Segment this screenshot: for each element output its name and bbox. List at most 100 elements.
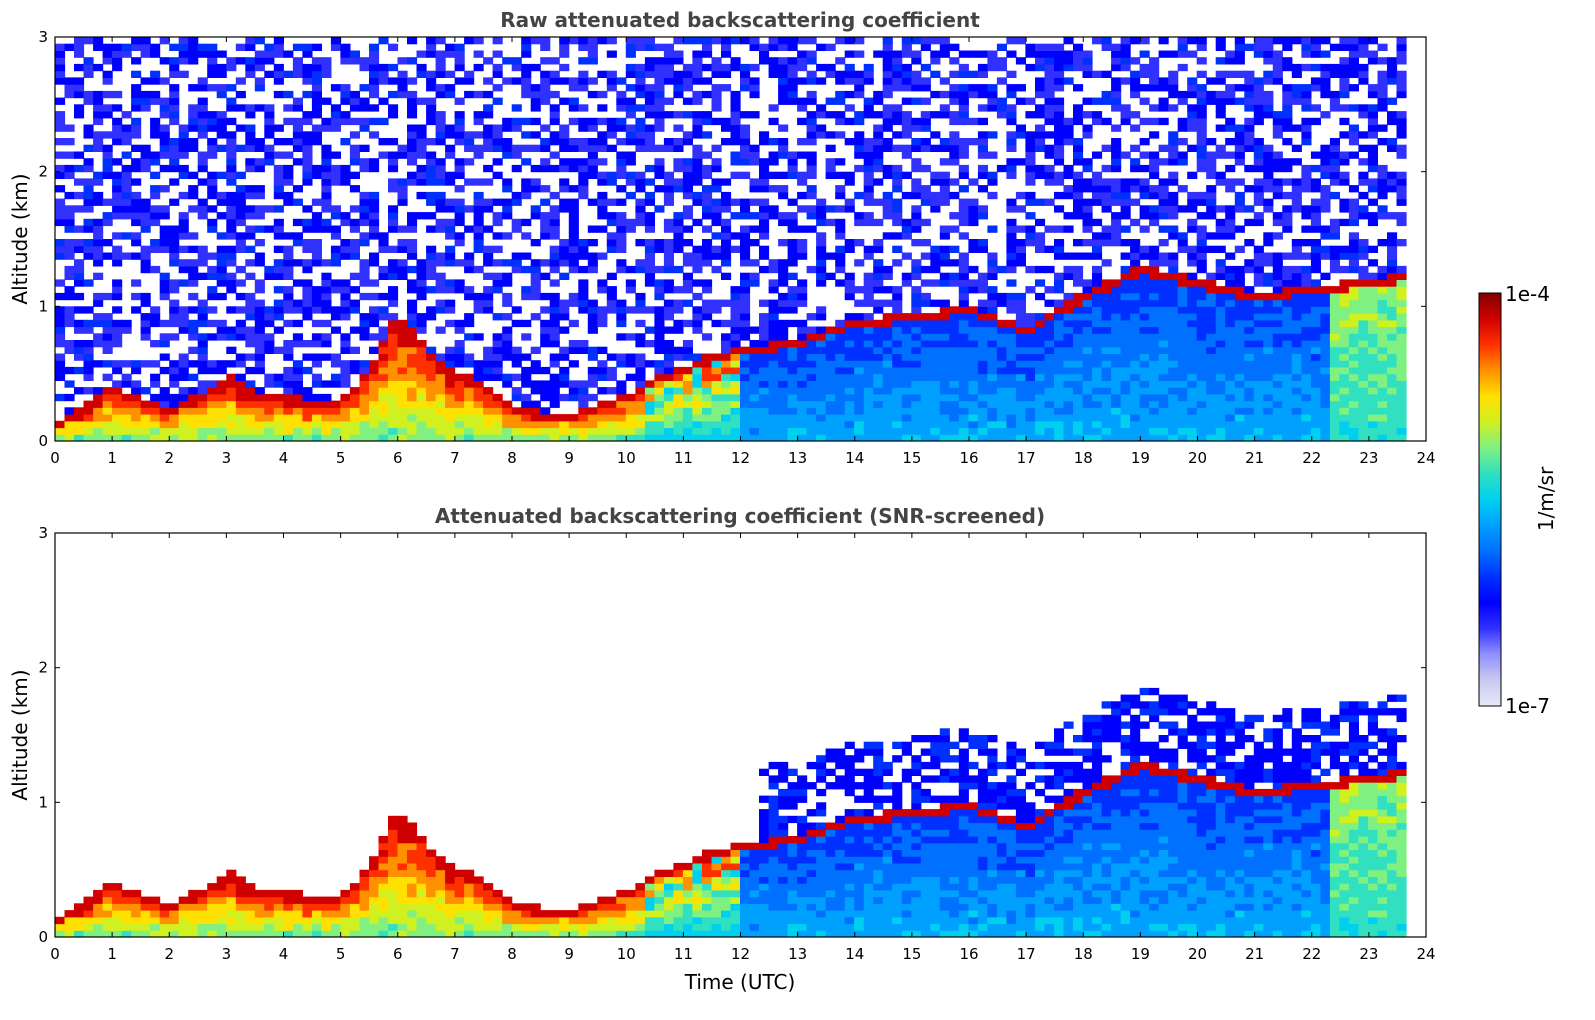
heatmap-cell [311, 393, 322, 402]
heatmap-cell [1196, 151, 1207, 159]
heatmap-cell [977, 319, 988, 328]
heatmap-cell [568, 360, 579, 368]
heatmap-cell [435, 63, 446, 72]
heatmap-cell [426, 43, 437, 51]
heatmap-cell [445, 393, 456, 402]
heatmap-cell [1225, 124, 1236, 132]
heatmap-cell [1092, 117, 1103, 126]
heatmap-cell [644, 111, 655, 119]
heatmap-cell [825, 400, 836, 408]
heatmap-cell [464, 138, 475, 146]
heatmap-cell [958, 400, 969, 408]
heatmap-cell [473, 117, 484, 126]
heatmap-cell [216, 407, 227, 415]
heatmap-cell [64, 380, 75, 388]
heatmap-cell [1253, 272, 1264, 280]
heatmap-cell [369, 164, 380, 173]
heatmap-cell [844, 353, 855, 361]
heatmap-cell [873, 340, 884, 348]
heatmap-cell [863, 185, 874, 193]
heatmap-cell [216, 232, 227, 240]
heatmap-cell [245, 70, 256, 78]
heatmap-cell [330, 279, 341, 287]
heatmap-cell [1035, 427, 1046, 435]
heatmap-cell [273, 326, 284, 334]
heatmap-cell [616, 77, 627, 85]
heatmap-cell [273, 63, 284, 72]
heatmap-cell [530, 259, 541, 267]
heatmap-cell [797, 319, 808, 328]
heatmap-cell [682, 272, 693, 280]
heatmap-cell [140, 400, 151, 408]
heatmap-cell [1120, 239, 1131, 247]
heatmap-cell [882, 144, 893, 152]
heatmap-cell [673, 212, 684, 220]
heatmap-cell [559, 185, 570, 193]
heatmap-cell [397, 360, 408, 368]
heatmap-cell [378, 97, 389, 105]
heatmap-cell [559, 205, 570, 213]
heatmap-cell [1187, 279, 1198, 287]
heatmap-cell [682, 70, 693, 78]
heatmap-cell [730, 245, 741, 253]
heatmap-cell [511, 306, 522, 314]
heatmap-cell [673, 265, 684, 274]
heatmap-cell [292, 279, 303, 287]
heatmap-cell [445, 286, 456, 294]
heatmap-cell [987, 346, 998, 354]
heatmap-cell [483, 252, 494, 260]
heatmap-cell [435, 131, 446, 139]
heatmap-cell [397, 393, 408, 402]
heatmap-cell [816, 400, 827, 408]
heatmap-cell [330, 360, 341, 368]
heatmap-cell [816, 393, 827, 402]
heatmap-cell [549, 292, 560, 301]
heatmap-cell [93, 434, 104, 441]
heatmap-cell [977, 50, 988, 58]
heatmap-cell [1054, 272, 1065, 280]
heatmap-cell [254, 414, 265, 422]
heatmap-cell [369, 50, 380, 58]
heatmap-cell [549, 387, 560, 395]
heatmap-cell [711, 319, 722, 328]
heatmap-cell [1063, 191, 1074, 200]
heatmap-cell [302, 393, 313, 402]
heatmap-cell [359, 144, 370, 152]
heatmap-cell [273, 164, 284, 173]
heatmap-cell [416, 340, 427, 348]
heatmap-cell [454, 434, 465, 441]
heatmap-cell [1206, 319, 1217, 328]
heatmap-cell [578, 138, 589, 146]
heatmap-cell [939, 158, 950, 166]
heatmap-cell [587, 239, 598, 247]
heatmap-cell [1111, 299, 1122, 307]
heatmap-cell [559, 50, 570, 58]
heatmap-cell [349, 245, 360, 253]
heatmap-cell [1082, 198, 1093, 206]
heatmap-cell [235, 104, 246, 112]
heatmap-cell [1187, 407, 1198, 415]
heatmap-cell [616, 124, 627, 132]
heatmap-cell [159, 205, 170, 213]
heatmap-cell [854, 380, 865, 388]
heatmap-cell [768, 319, 779, 328]
heatmap-cell [188, 427, 199, 435]
heatmap-cell [254, 252, 265, 260]
heatmap-cell [644, 218, 655, 227]
heatmap-cell [1139, 164, 1150, 173]
heatmap-cell [663, 198, 674, 206]
heatmap-cell [321, 393, 332, 402]
heatmap-cell [311, 212, 322, 220]
heatmap-cell [663, 279, 674, 287]
heatmap-cell [540, 420, 551, 429]
heatmap-cell [1082, 373, 1093, 381]
heatmap-cell [159, 353, 170, 361]
heatmap-cell [264, 319, 275, 328]
heatmap-cell [616, 104, 627, 112]
heatmap-cell [987, 306, 998, 314]
heatmap-cell [920, 117, 931, 126]
heatmap-cell [597, 178, 608, 186]
heatmap-cell [1187, 346, 1198, 354]
heatmap-cell [435, 191, 446, 200]
heatmap-cell [844, 313, 855, 321]
